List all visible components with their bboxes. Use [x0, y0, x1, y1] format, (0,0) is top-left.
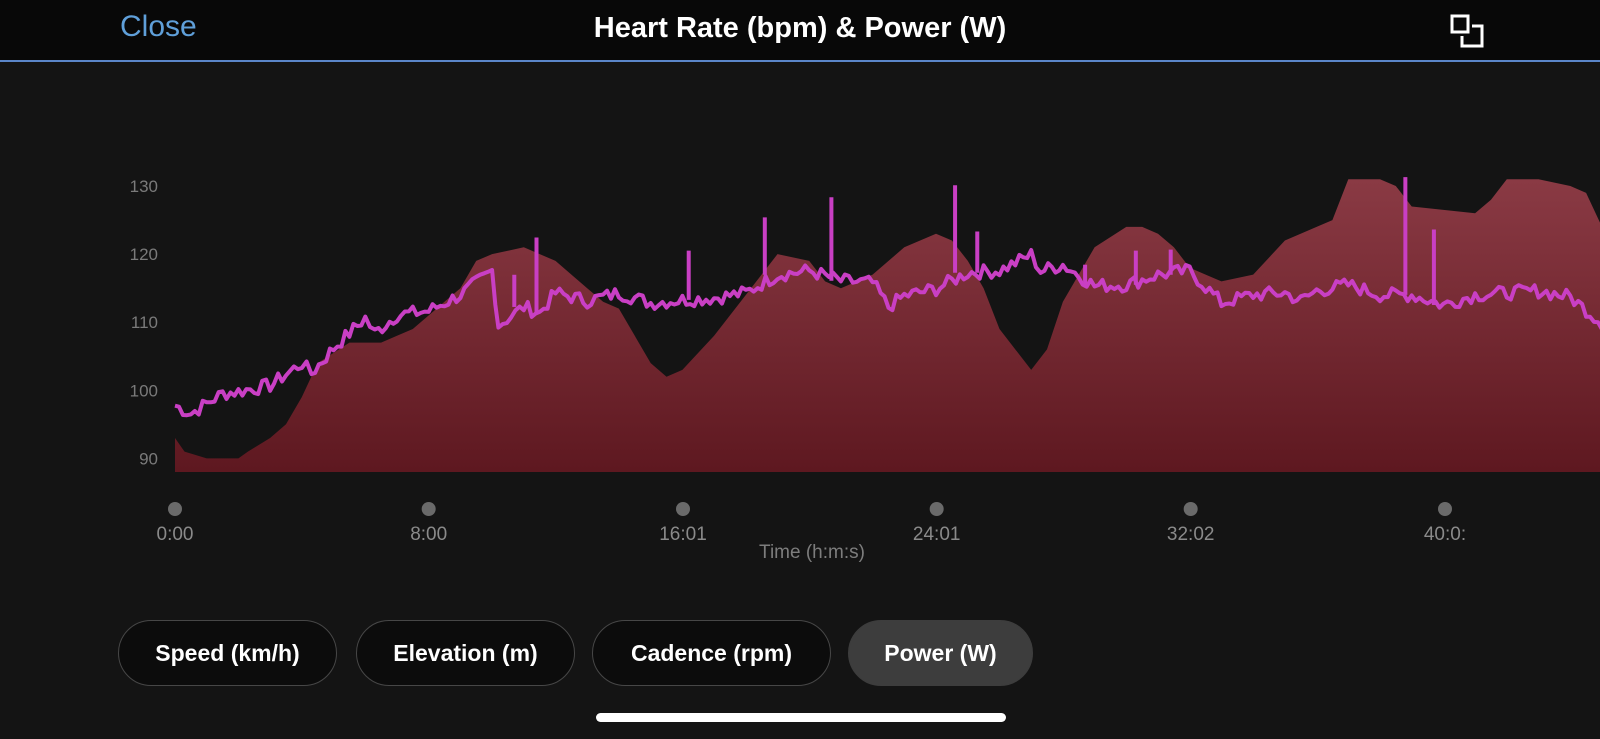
- x-tick-dot: [1438, 502, 1452, 516]
- x-tick-label: 40:0:: [1424, 524, 1466, 545]
- close-button[interactable]: Close: [120, 10, 197, 43]
- power-spikes: [512, 177, 1436, 314]
- left-axis-tick-label: 130: [130, 177, 158, 196]
- left-axis-tick-label: 90: [139, 449, 158, 468]
- expand-icon[interactable]: [1450, 14, 1484, 48]
- x-tick-dot: [421, 502, 436, 516]
- left-axis-tick-label: 100: [130, 381, 158, 400]
- metric-tabs: Speed (km/h) Elevation (m) Cadence (rpm)…: [0, 620, 1600, 690]
- x-tick-label: 24:01: [913, 524, 961, 545]
- top-bar: Close Heart Rate (bpm) & Power (W): [0, 0, 1600, 62]
- home-indicator: [596, 713, 1006, 722]
- tab-elevation[interactable]: Elevation (m): [356, 620, 575, 686]
- left-axis-tick-label: 120: [130, 245, 158, 264]
- chart-title: Heart Rate (bpm) & Power (W): [593, 12, 1007, 44]
- x-axis-ticks: 0:00 8:00 16:01 24:01 32:02 40:0:: [157, 502, 1466, 545]
- x-tick-label: 8:00: [410, 524, 447, 545]
- power-line: [174, 248, 1600, 418]
- x-tick-dot: [1183, 502, 1198, 516]
- x-axis-label: Time (h:m:s): [759, 542, 865, 563]
- x-tick-dot: [168, 502, 182, 516]
- x-tick-dot: [676, 502, 690, 516]
- left-axis-tick-label: 110: [131, 313, 158, 332]
- left-axis-ticks: 90 100 110 120 130: [130, 177, 158, 468]
- heart-rate-area: [175, 179, 1600, 472]
- x-tick-label: 0:00: [157, 524, 194, 545]
- x-tick-label: 16:01: [659, 524, 707, 545]
- x-tick-label: 32:02: [1167, 524, 1215, 545]
- tab-speed[interactable]: Speed (km/h): [118, 620, 337, 686]
- tab-power[interactable]: Power (W): [848, 620, 1033, 686]
- tab-cadence[interactable]: Cadence (rpm): [592, 620, 831, 686]
- x-tick-dot: [929, 502, 944, 516]
